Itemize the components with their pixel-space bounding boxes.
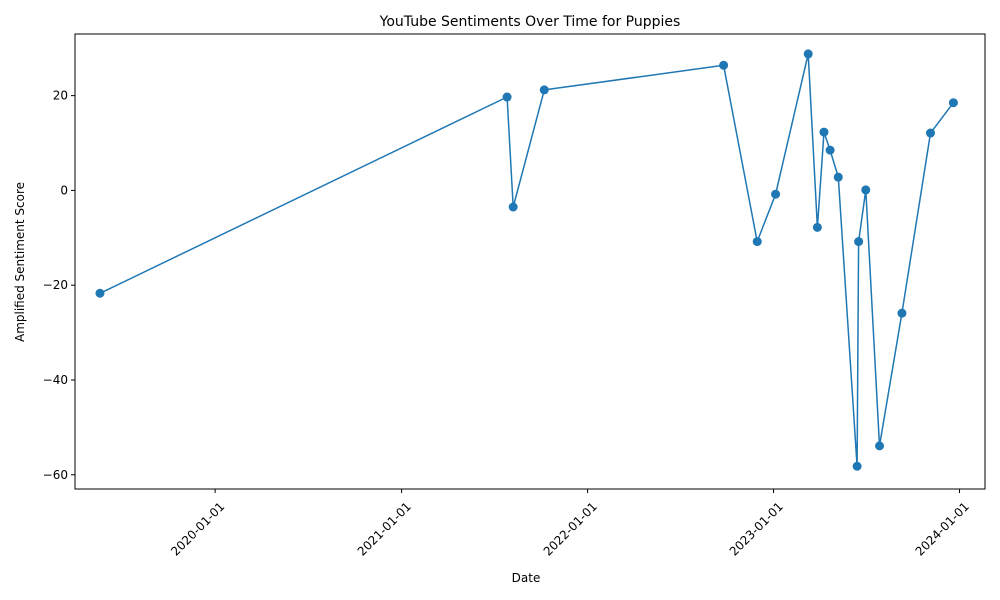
chart-title: YouTube Sentiments Over Time for Puppies: [379, 14, 681, 30]
x-axis: 2020-01-01 2021-01-01 2022-01-01 2023-01-01…: [168, 489, 972, 559]
series-line: [99, 53, 954, 468]
data-point: [508, 202, 518, 212]
data-point: [95, 288, 105, 298]
data-point: [539, 85, 549, 95]
x-tick-label: 2024-01-01: [913, 499, 972, 558]
x-tick-label: 2020-01-01: [168, 499, 227, 558]
data-point: [897, 308, 907, 318]
x-tick-label: 2021-01-01: [355, 499, 414, 558]
data-point: [948, 98, 958, 108]
data-point: [875, 441, 885, 451]
data-point: [925, 128, 935, 138]
data-point: [852, 461, 862, 471]
y-axis: 20 0 −20 −40 −60: [43, 89, 75, 482]
x-tick-label: 2023-01-01: [727, 499, 786, 558]
data-point: [803, 49, 813, 59]
data-point: [819, 127, 829, 137]
y-axis-title: Amplified Sentiment Score: [13, 182, 27, 342]
y-tick-label: 20: [53, 89, 68, 103]
data-point: [825, 145, 835, 155]
y-tick-label: −40: [43, 373, 68, 387]
x-tick-label: 2022-01-01: [541, 499, 600, 558]
plot-frame: [74, 33, 986, 490]
y-tick-label: 0: [60, 183, 68, 197]
data-point: [752, 237, 762, 247]
data-point: [861, 185, 871, 195]
x-axis-title: Date: [512, 571, 541, 585]
data-point: [854, 237, 864, 247]
data-point: [719, 60, 729, 70]
y-tick-label: −60: [43, 468, 68, 482]
data-point: [812, 222, 822, 232]
data-point: [833, 172, 843, 182]
data-point: [771, 189, 781, 199]
data-point: [502, 92, 512, 102]
plot-area: [95, 49, 958, 471]
y-tick-label: −20: [43, 278, 68, 292]
